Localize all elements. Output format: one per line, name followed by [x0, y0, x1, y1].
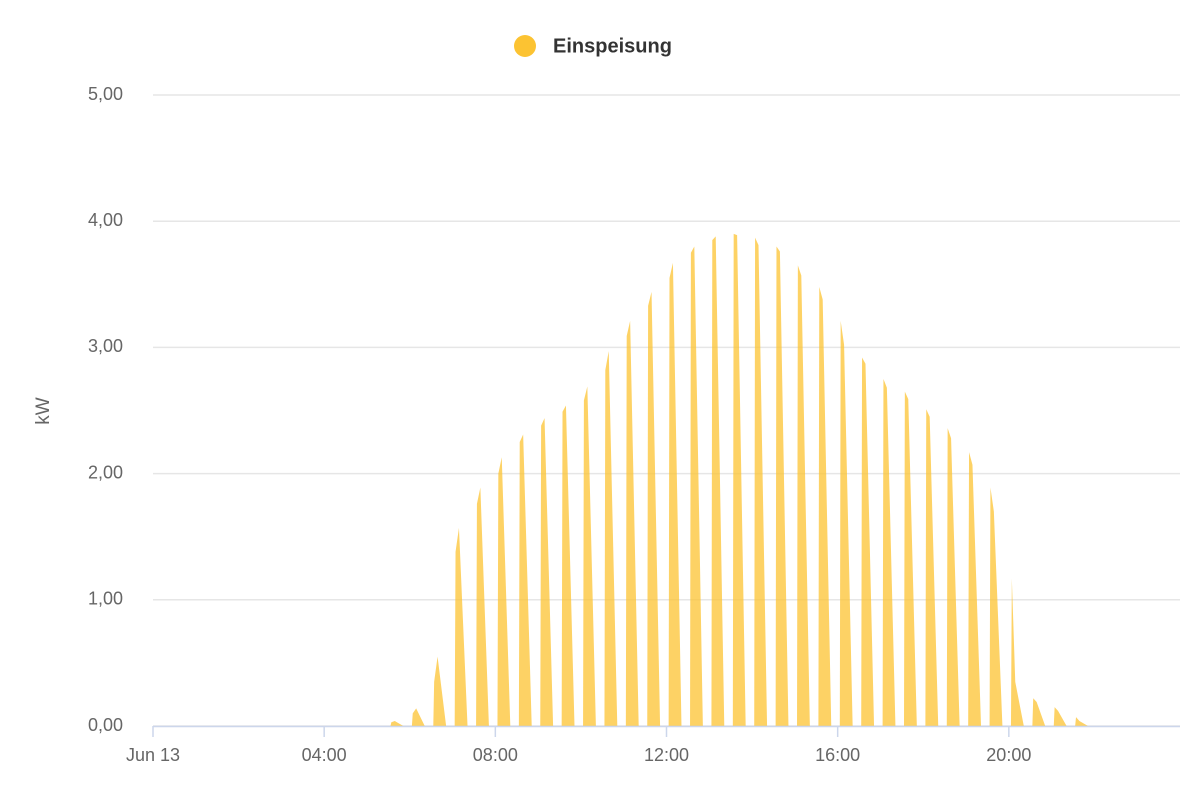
x-tick-label: 08:00: [473, 745, 518, 765]
x-tick-label: 20:00: [986, 745, 1031, 765]
x-tick-label: Jun 13: [126, 745, 180, 765]
x-tick-label: 04:00: [302, 745, 347, 765]
y-tick-label: 2,00: [88, 462, 123, 482]
y-tick-label: 5,00: [88, 84, 123, 104]
y-tick-label: 4,00: [88, 210, 123, 230]
y-axis-title: kW: [33, 397, 54, 425]
x-tick-label: 12:00: [644, 745, 689, 765]
area: [153, 233, 1180, 726]
legend-label[interactable]: Einspeisung: [553, 35, 672, 57]
x-tick-label: 16:00: [815, 745, 860, 765]
legend-symbol[interactable]: [514, 35, 536, 57]
y-tick-label: 1,00: [88, 589, 123, 609]
y-tick-label: 0,00: [88, 715, 123, 735]
y-tick-label: 3,00: [88, 336, 123, 356]
